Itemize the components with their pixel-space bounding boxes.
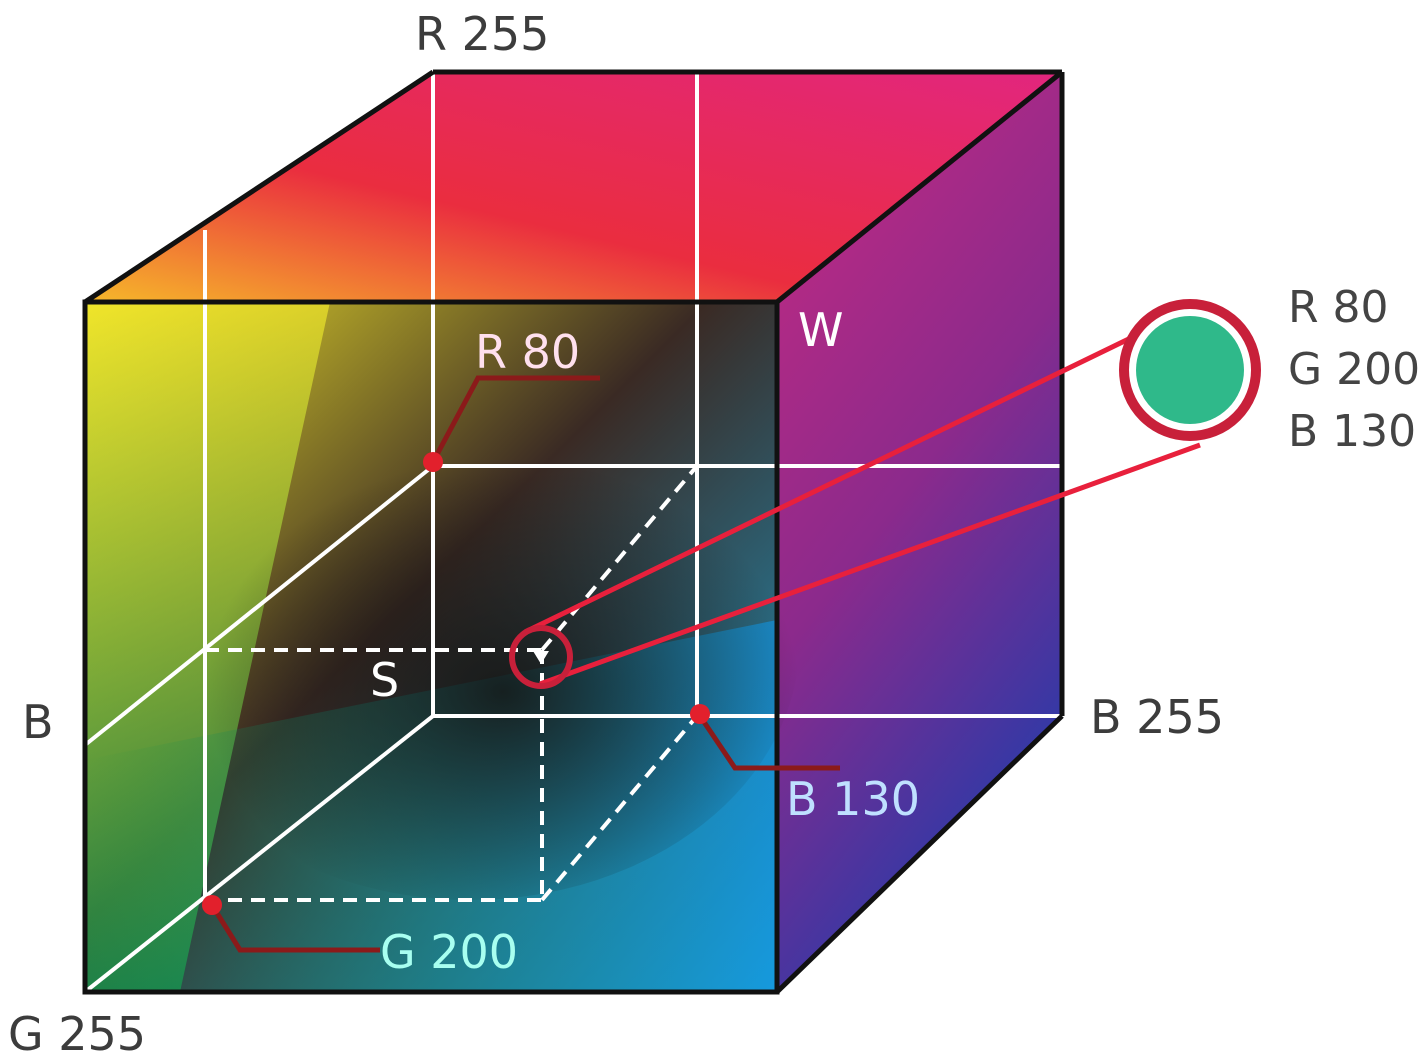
g200-leader [209,903,380,953]
label-b-axis: B [22,695,54,749]
swatch-label-g: G 200 [1288,344,1420,395]
cube-top-face [85,72,1062,302]
label-w: W [798,303,843,357]
grid-lines [83,72,1062,994]
label-b130: B 130 [786,772,920,826]
grid-line-r80-diagonal [83,464,435,747]
swatch-label-b: B 130 [1288,406,1416,457]
b130-leader [697,714,840,771]
swatch-label-r: R 80 [1288,282,1389,333]
leader-lines [209,375,840,953]
color-swatch [1136,316,1244,424]
zoom-beam [509,315,1201,689]
label-r80: R 80 [475,325,580,379]
r80-point [423,452,443,472]
selected-point-highlight [509,625,573,689]
dashed-projection-lines [205,464,699,902]
label-s: S [370,653,399,707]
selected-point-marker-icon [533,651,549,664]
label-g255: G 255 [8,1007,146,1060]
b130-point [690,704,710,724]
grid-line-g-axis [83,714,435,994]
cube-center-shadow [140,380,800,900]
cube-edges [82,69,1065,995]
cube-right-face [777,72,1062,992]
r80-leader [430,375,600,464]
label-g200: G 200 [380,925,518,979]
label-b255: B 255 [1090,690,1224,744]
label-r255: R 255 [415,7,549,61]
g200-point [202,895,222,915]
